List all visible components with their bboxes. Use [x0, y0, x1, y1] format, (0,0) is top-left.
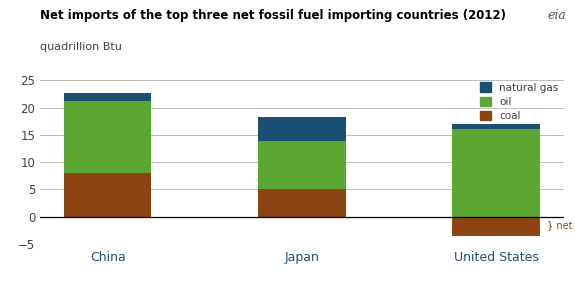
Text: Net imports of the top three net fossil fuel importing countries (2012): Net imports of the top three net fossil …	[40, 9, 506, 22]
Bar	[258, 141, 346, 189]
Bar	[258, 189, 346, 217]
Bar	[64, 101, 151, 173]
Bar	[64, 173, 151, 217]
Bar	[453, 129, 540, 217]
Legend: natural gas, oil, coal: natural gas, oil, coal	[480, 82, 558, 121]
Bar	[258, 117, 346, 141]
Text: quadrillion Btu: quadrillion Btu	[40, 42, 122, 52]
Bar	[64, 93, 151, 101]
Text: eia: eia	[547, 9, 566, 22]
Bar	[453, 124, 540, 129]
Text: } net exports: } net exports	[547, 221, 575, 231]
Bar	[453, 217, 540, 236]
